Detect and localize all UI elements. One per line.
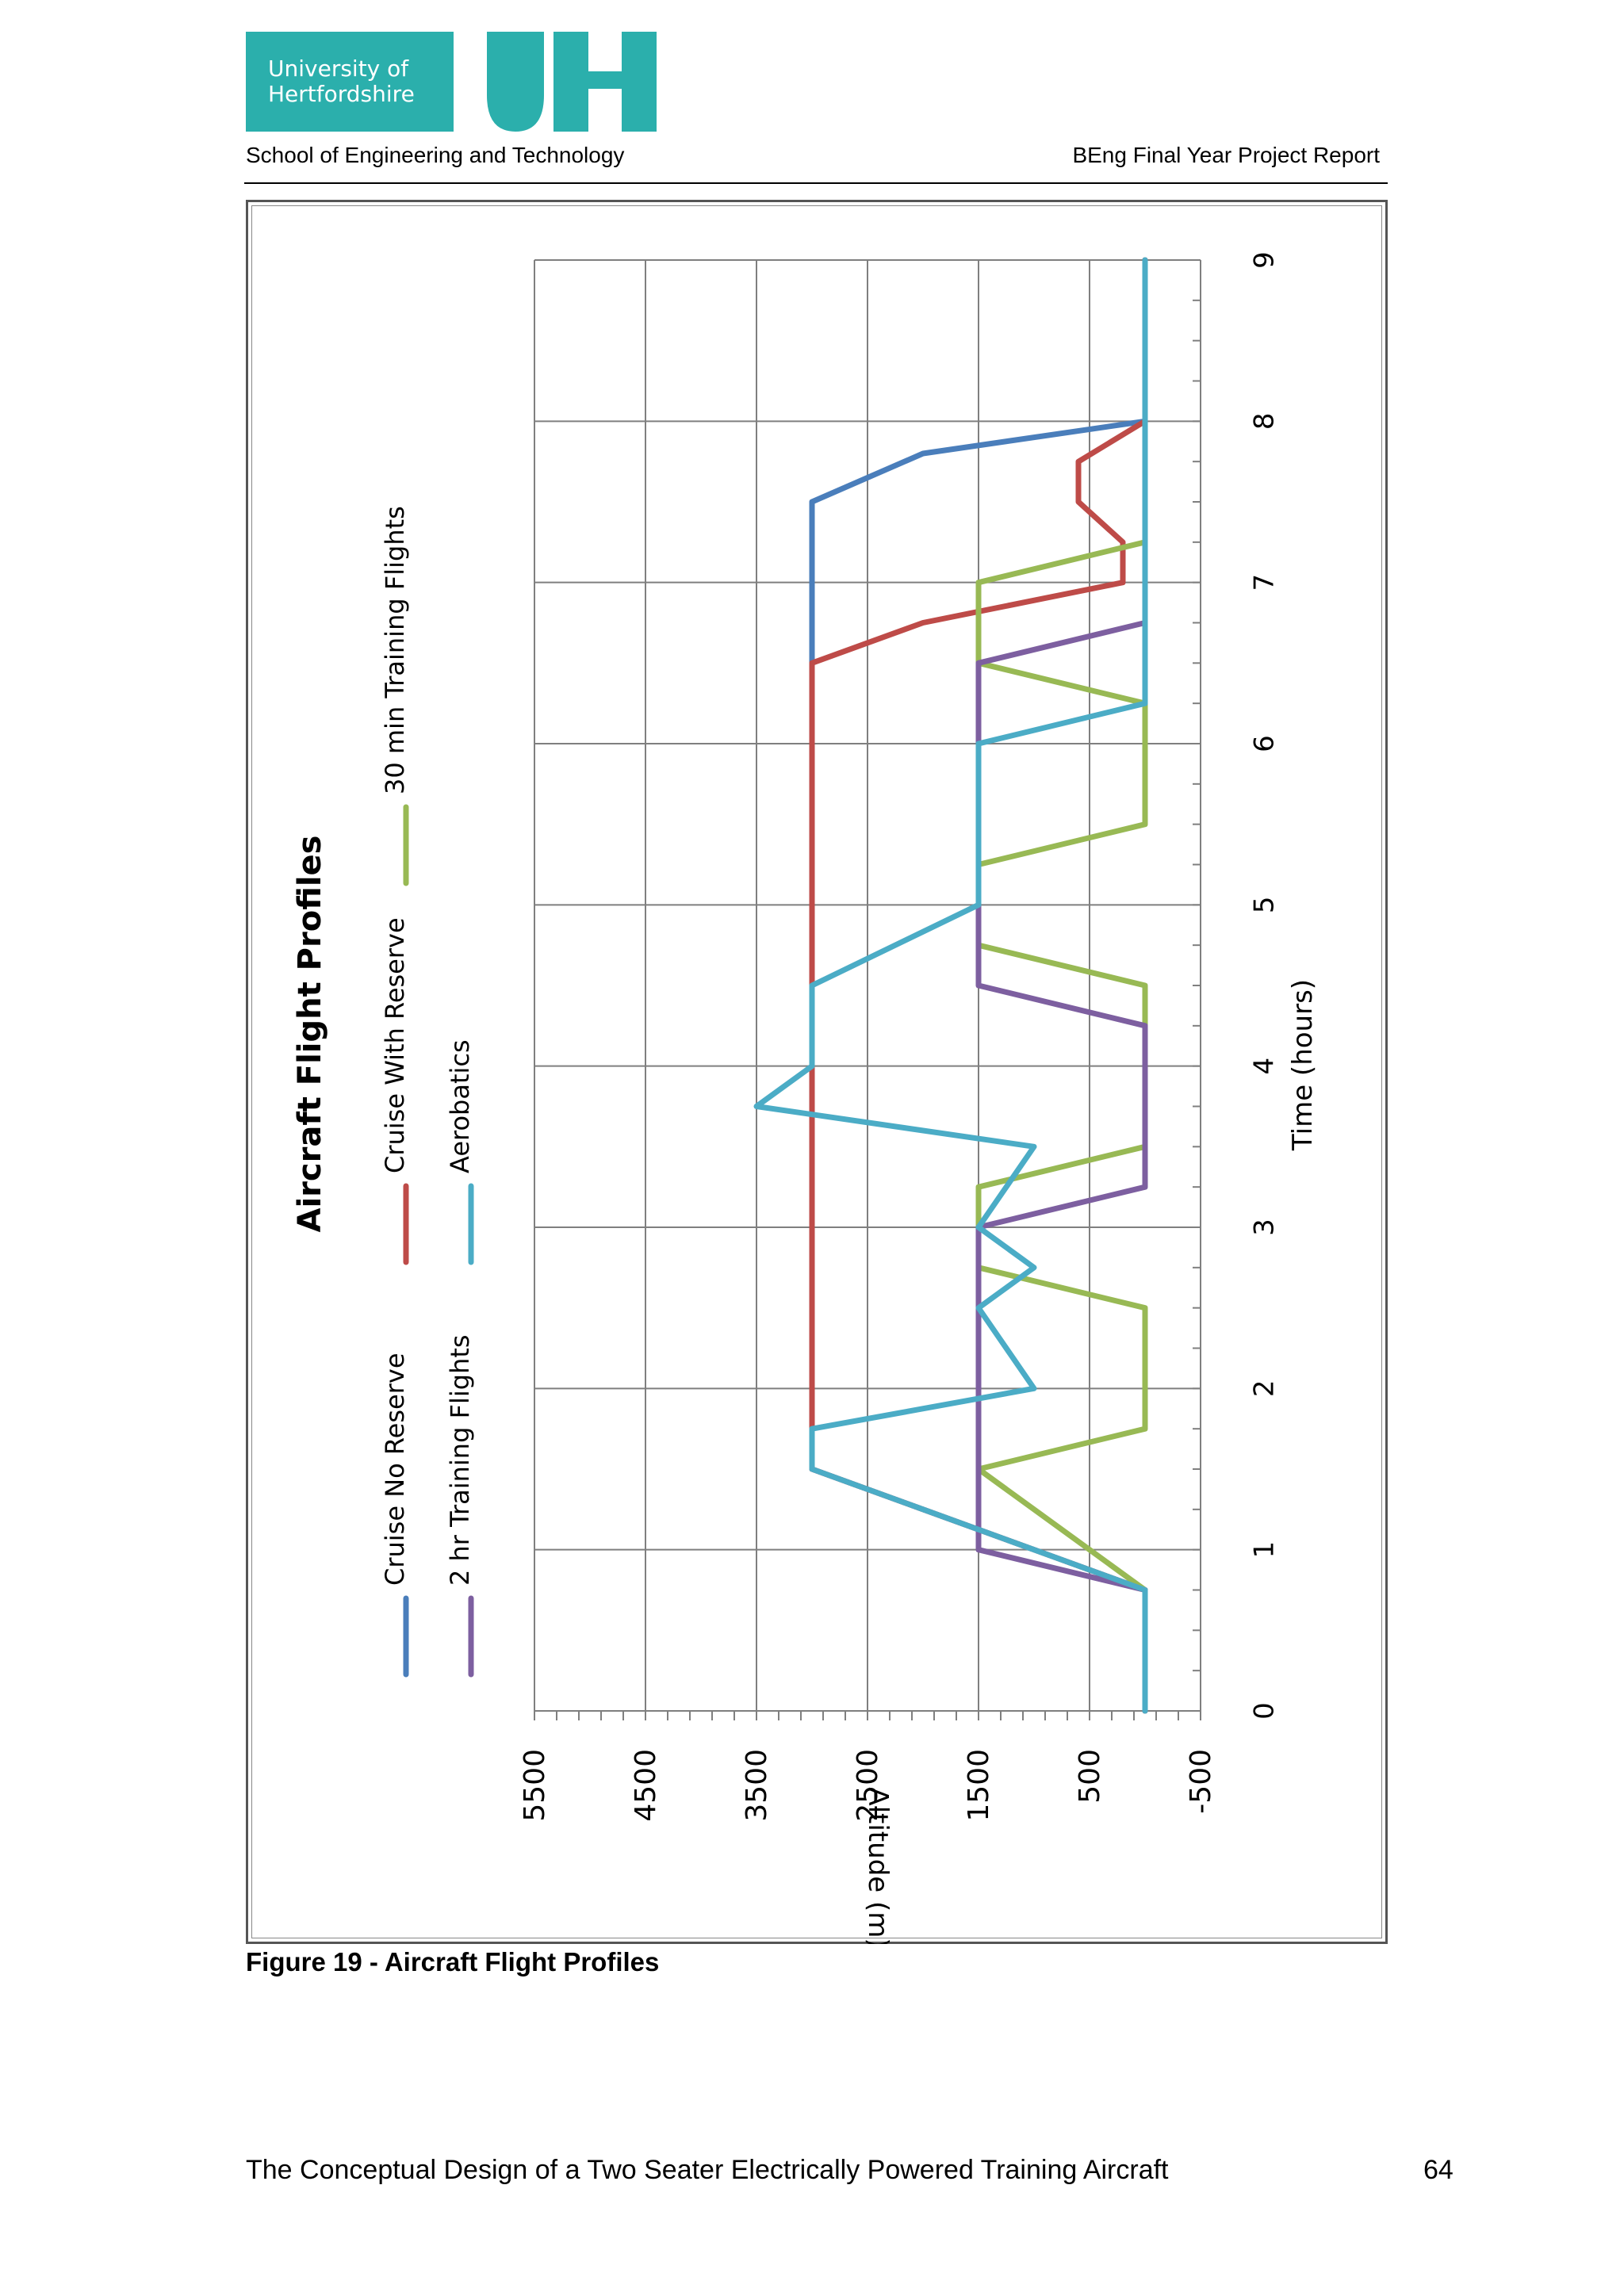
time-tick-label: 6 — [1249, 735, 1281, 752]
series-line-aerobatics — [753, 257, 1148, 1714]
legend-label: 2 hr Training Flights — [445, 1334, 475, 1586]
logo-u-right-block — [523, 32, 541, 90]
logo-text-block — [246, 32, 454, 132]
logo-line-2: Hertfordshire — [268, 81, 415, 107]
series-line-2-hr-training-flights — [975, 257, 1148, 1714]
time-tick-label: 9 — [1249, 251, 1281, 269]
logo-h-right — [622, 32, 657, 132]
time-tick-label: 3 — [1249, 1219, 1281, 1236]
footer-page-number: 64 — [1423, 2155, 1454, 2185]
footer-document-title: The Conceptual Design of a Two Seater El… — [246, 2155, 1169, 2185]
time-tick-label: 8 — [1249, 413, 1281, 430]
logo-h-left — [553, 32, 588, 132]
y-axis-title: Altitude (m) — [862, 1787, 894, 1944]
time-tick-label: 5 — [1249, 897, 1281, 914]
chart-frame — [246, 200, 1388, 1944]
altitude-tick-label: 2500 — [852, 1749, 884, 1822]
altitude-tick-label: 4500 — [630, 1749, 662, 1822]
university-logo: University of Hertfordshire — [246, 32, 657, 132]
logo-h-mid — [588, 71, 623, 89]
flight-profiles-chart: 0 1 2 3 4 5 6 7 8 9 5500 4500 3500 2500 1500 500 -500 Tim… — [292, 251, 1319, 1944]
altitude-tick-label: 3500 — [741, 1749, 773, 1822]
header-school-name: School of Engineering and Technology — [246, 143, 625, 167]
figure-caption: Figure 19 - Aircraft Flight Profiles — [246, 1947, 660, 1976]
time-tick-label: 0 — [1249, 1702, 1281, 1720]
chart-title: Aircraft Flight Profiles — [292, 836, 328, 1233]
legend-label: Cruise No Reserve — [380, 1353, 410, 1586]
altitude-tick-label: 500 — [1074, 1749, 1106, 1804]
header-report-type: BEng Final Year Project Report — [1072, 143, 1380, 167]
altitude-tick-label: -500 — [1185, 1749, 1217, 1814]
altitude-tick-label: 1500 — [963, 1749, 995, 1822]
altitude-tick-label: 5500 — [519, 1749, 551, 1822]
time-tick-label: 7 — [1249, 574, 1281, 591]
legend-label: Cruise With Reserve — [380, 917, 410, 1173]
header-divider — [244, 182, 1388, 184]
series-line-30-min-training-flights — [975, 257, 1148, 1714]
legend-label: Aerobatics — [445, 1039, 475, 1173]
x-axis-title: Time (hours) — [1287, 979, 1319, 1151]
logo-line-1: University of — [268, 55, 409, 82]
time-tick-label: 4 — [1249, 1058, 1281, 1075]
time-tick-label: 2 — [1249, 1380, 1281, 1398]
time-tick-label: 1 — [1249, 1541, 1281, 1559]
legend-label: 30 min Training Flights — [380, 506, 410, 794]
logo-u-shape — [454, 32, 544, 132]
